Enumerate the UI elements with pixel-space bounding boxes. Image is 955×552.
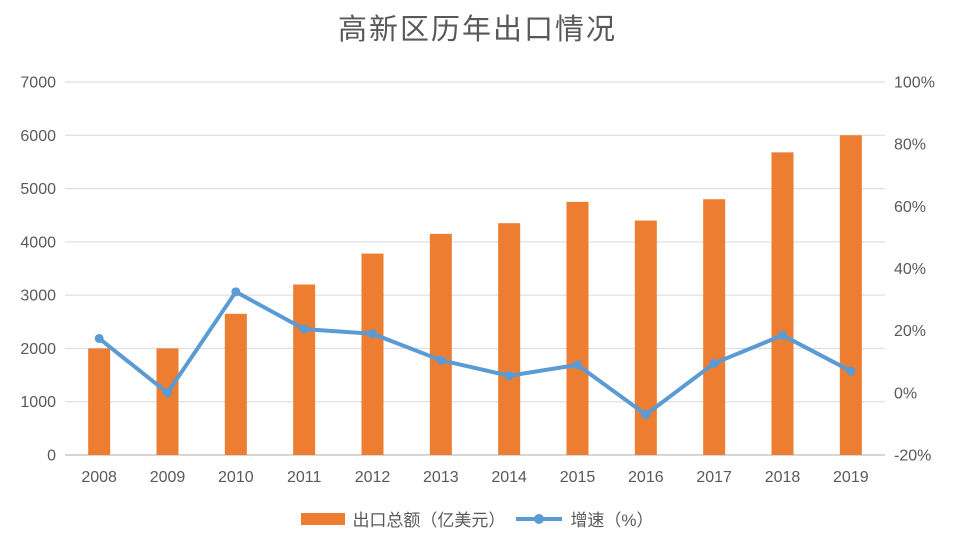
- line-marker-2019: [846, 366, 856, 376]
- line-marker-2008: [94, 333, 104, 343]
- x-axis-label-2009: 2009: [150, 469, 186, 486]
- right-axis-tick-label: -20%: [894, 448, 931, 465]
- line-marker-2012: [368, 329, 377, 339]
- legend-label-exports: 出口总额（亿美元）: [352, 511, 506, 530]
- bar-series-swatch-icon: [301, 512, 346, 525]
- left-axis-tick-label: 1000: [20, 394, 56, 411]
- bar-2017: [703, 199, 726, 455]
- x-axis-label-2011: 2011: [287, 469, 322, 486]
- line-marker-2014: [504, 371, 514, 381]
- legend-label-growth: 增速（%）: [570, 511, 654, 530]
- x-axis-label-2012: 2012: [355, 469, 391, 486]
- bar-2010: [224, 313, 247, 455]
- x-axis-label-2008: 2008: [81, 469, 117, 486]
- bar-2013: [429, 233, 452, 455]
- x-axis-label-2018: 2018: [765, 469, 801, 486]
- line-marker-2009: [163, 388, 172, 398]
- growth-line: [97, 289, 853, 417]
- bar-2015: [566, 201, 589, 455]
- left-axis-tick-label: 2000: [20, 341, 56, 358]
- legend-item-growth: 增速（%）: [515, 506, 654, 531]
- left-axis-tick-label: 6000: [20, 128, 56, 145]
- left-axis-tick-label: 0: [47, 448, 56, 465]
- legend-item-exports: 出口总额（亿美元）: [301, 506, 505, 531]
- x-axis-label-2019: 2019: [833, 469, 869, 486]
- bar-2008: [88, 348, 111, 455]
- x-axis-label-2014: 2014: [491, 469, 527, 486]
- line-marker-2018: [778, 330, 787, 340]
- bar-2014: [498, 223, 521, 455]
- x-axis-label-2017: 2017: [696, 469, 732, 486]
- line-marker-2011: [299, 324, 309, 334]
- bar-2011: [293, 284, 316, 455]
- bar-2019: [839, 135, 862, 456]
- x-axis-label-2016: 2016: [628, 469, 664, 486]
- line-marker-2013: [436, 355, 446, 365]
- line-marker-2017: [709, 358, 719, 368]
- chart-title: 高新区历年出口情况: [337, 14, 617, 46]
- x-axis-label-2010: 2010: [218, 469, 254, 486]
- bar-2012: [361, 253, 384, 455]
- left-axis-tick-label: 4000: [20, 234, 56, 251]
- right-axis-tick-label: 40%: [894, 261, 926, 278]
- line-marker-2016: [641, 410, 651, 420]
- line-swatch-marker: [534, 513, 545, 524]
- bar-2018: [771, 152, 794, 455]
- line-marker-2010: [231, 287, 241, 297]
- right-axis-tick-label: 60%: [894, 199, 926, 216]
- left-axis-tick-label: 7000: [20, 75, 56, 92]
- x-axis-label-2015: 2015: [560, 469, 596, 486]
- bar-swatch-rect: [301, 512, 346, 525]
- right-axis-tick-label: 80%: [894, 137, 926, 154]
- x-axis-label-2013: 2013: [423, 469, 459, 486]
- bar-2009: [156, 348, 179, 455]
- legend: 出口总额（亿美元） 增速（%）: [0, 506, 955, 531]
- left-axis-tick-label: 5000: [20, 181, 56, 198]
- right-axis-tick-label: 0%: [894, 385, 917, 402]
- right-axis-tick-label: 100%: [894, 75, 935, 92]
- left-axis-tick-label: 3000: [20, 288, 56, 305]
- line-marker-2015: [573, 360, 582, 370]
- right-axis-tick-label: 20%: [894, 323, 926, 340]
- bar-2016: [634, 220, 657, 455]
- line-series-swatch-icon: [516, 513, 563, 524]
